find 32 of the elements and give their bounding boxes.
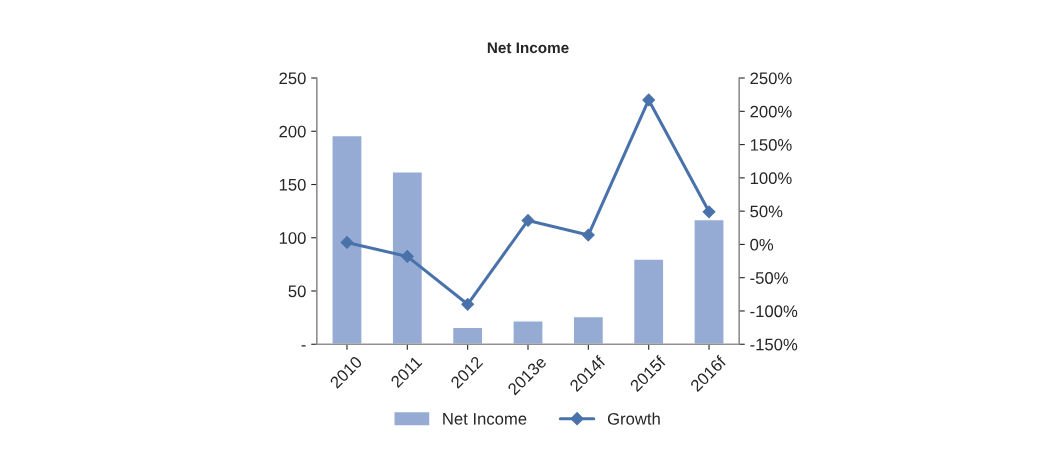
point <box>461 297 475 311</box>
y-tick-label: 250 <box>279 72 306 85</box>
bar <box>331 134 363 345</box>
point <box>400 249 414 263</box>
y2-tick-label: 0% <box>750 238 774 251</box>
y2-tick-label: -150% <box>750 338 798 351</box>
legend-label: Net Income <box>443 413 527 425</box>
y-tick-label: 150 <box>279 178 306 191</box>
bar <box>632 258 665 345</box>
y-tick-label: 50 <box>288 285 306 298</box>
y-tick-label: 100 <box>279 232 306 244</box>
y2-tick-label: 50% <box>750 205 783 218</box>
y2-tick-label: 150% <box>750 138 792 151</box>
bar <box>391 171 424 345</box>
legend-label: Growth <box>607 412 660 425</box>
y2-tick-label: 100% <box>750 172 792 185</box>
y2-tick-label: 250% <box>750 72 792 85</box>
point <box>642 93 656 107</box>
bar <box>693 218 725 345</box>
y-tick-label: 200 <box>279 125 306 138</box>
y2-tick-label: -50% <box>750 272 788 284</box>
point <box>702 205 716 219</box>
bar <box>451 326 484 345</box>
point <box>521 214 535 227</box>
bar <box>512 320 544 345</box>
point <box>340 236 354 249</box>
y2-tick-label: 200% <box>750 105 792 118</box>
y2-tick-label: -100% <box>750 305 798 318</box>
bar <box>572 315 605 345</box>
point <box>581 228 595 242</box>
y-tick-label: - <box>301 345 306 347</box>
chart-title: Net Income <box>487 42 569 54</box>
